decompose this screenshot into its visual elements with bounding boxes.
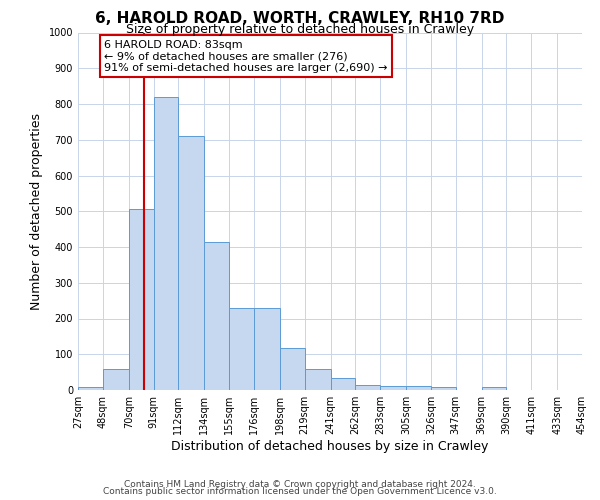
Bar [355, 384, 380, 390]
Bar [431, 387, 456, 390]
Text: Contains public sector information licensed under the Open Government Licence v3: Contains public sector information licen… [103, 487, 497, 496]
Bar [254, 308, 280, 390]
Bar [204, 242, 229, 390]
Bar [406, 386, 431, 390]
Bar [482, 387, 506, 390]
Text: Contains HM Land Registry data © Crown copyright and database right 2024.: Contains HM Land Registry data © Crown c… [124, 480, 476, 489]
Bar [78, 387, 103, 390]
X-axis label: Distribution of detached houses by size in Crawley: Distribution of detached houses by size … [172, 440, 488, 453]
Text: 6, HAROLD ROAD, WORTH, CRAWLEY, RH10 7RD: 6, HAROLD ROAD, WORTH, CRAWLEY, RH10 7RD [95, 11, 505, 26]
Text: Size of property relative to detached houses in Crawley: Size of property relative to detached ho… [126, 22, 474, 36]
Bar [380, 386, 406, 390]
Bar [103, 370, 129, 390]
Bar [229, 308, 254, 390]
Bar [154, 97, 178, 390]
Bar [280, 348, 305, 390]
Bar [178, 136, 204, 390]
Bar [305, 370, 331, 390]
Text: 6 HAROLD ROAD: 83sqm
← 9% of detached houses are smaller (276)
91% of semi-detac: 6 HAROLD ROAD: 83sqm ← 9% of detached ho… [104, 40, 388, 73]
Bar [331, 378, 355, 390]
Bar [129, 210, 154, 390]
Y-axis label: Number of detached properties: Number of detached properties [30, 113, 43, 310]
